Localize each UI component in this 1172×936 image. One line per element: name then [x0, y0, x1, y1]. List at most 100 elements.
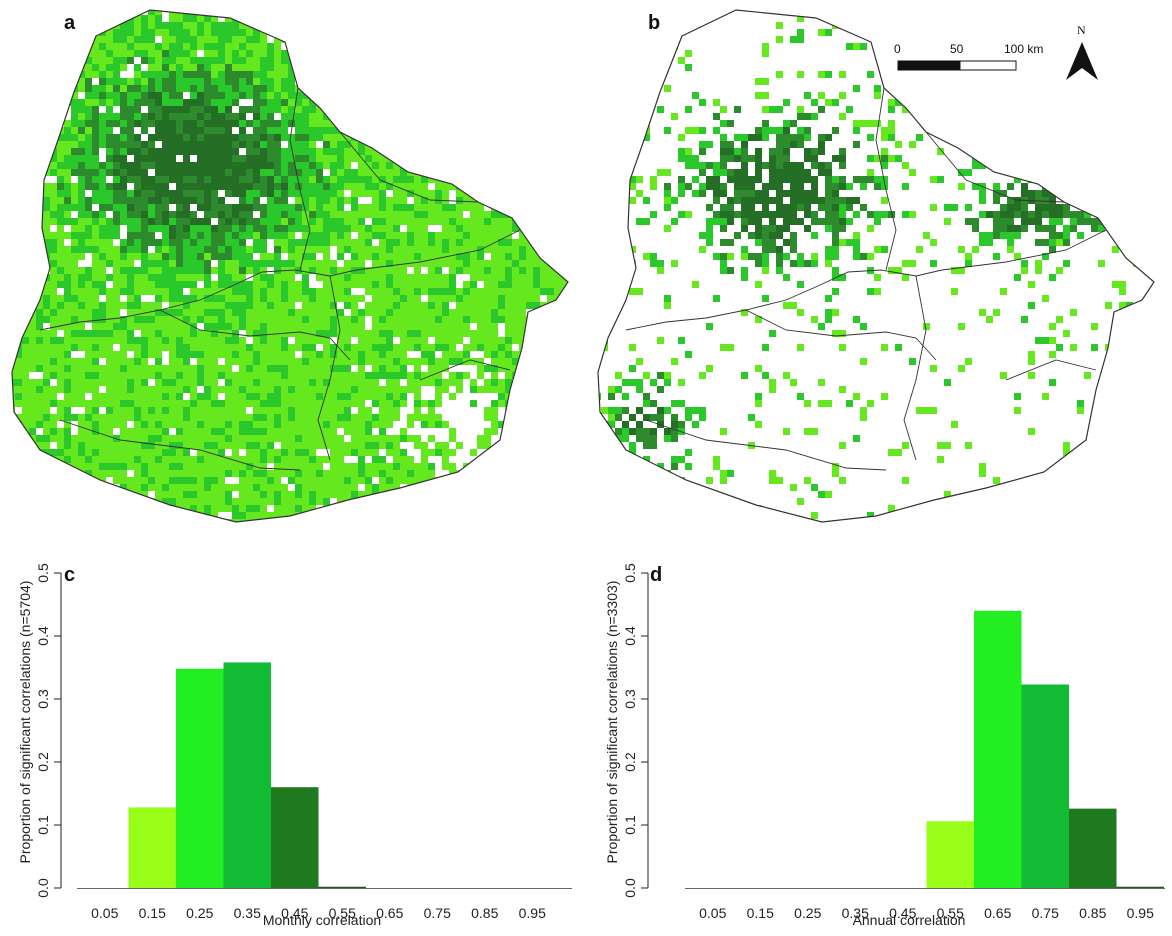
- map-pixel: [253, 281, 260, 288]
- map-pixel: [330, 225, 337, 232]
- map-pixel: [526, 113, 533, 120]
- map-pixel: [267, 358, 274, 365]
- map-pixel: [330, 351, 337, 358]
- map-pixel: [120, 64, 127, 71]
- map-pixel: [190, 393, 197, 400]
- map-pixel: [92, 176, 99, 183]
- map-pixel: [232, 295, 239, 302]
- map-pixel: [12, 162, 15, 169]
- map-pixel: [120, 22, 127, 29]
- map-pixel: [71, 414, 78, 421]
- map-pixel: [491, 372, 498, 379]
- map-pixel: [554, 372, 561, 379]
- map-pixel: [554, 393, 561, 400]
- map-pixel: [274, 120, 281, 127]
- map-pixel: [267, 253, 274, 260]
- map-pixel: [316, 113, 323, 120]
- map-pixel: [64, 337, 71, 344]
- map-pixel: [274, 176, 281, 183]
- map-pixel: [491, 64, 498, 71]
- map-pixel: [526, 211, 533, 218]
- map-pixel: [414, 120, 421, 127]
- map-pixel: [281, 190, 288, 197]
- map-pixel: [197, 393, 204, 400]
- map-pixel: [456, 162, 463, 169]
- map-pixel: [15, 316, 22, 323]
- map-pixel: [64, 176, 71, 183]
- map-pixel: [330, 330, 337, 337]
- map-pixel: [22, 379, 29, 386]
- map-pixel: [351, 393, 358, 400]
- map-pixel: [414, 176, 421, 183]
- map-pixel: [484, 29, 491, 36]
- map-pixel: [547, 176, 554, 183]
- map-pixel: [512, 428, 519, 435]
- map-pixel: [344, 211, 351, 218]
- map-pixel: [568, 183, 575, 190]
- map-pixel: [253, 43, 260, 50]
- map-pixel: [316, 372, 323, 379]
- map-pixel: [162, 386, 169, 393]
- map-pixel: [22, 358, 29, 365]
- map-pixel: [428, 22, 435, 29]
- map-pixel: [463, 351, 470, 358]
- map-pixel: [344, 50, 351, 57]
- map-pixel: [155, 351, 162, 358]
- map-pixel: [148, 29, 155, 36]
- map-pixel: [260, 358, 267, 365]
- map-pixel: [505, 463, 512, 470]
- map-pixel: [491, 463, 498, 470]
- map-pixel: [358, 148, 365, 155]
- map-pixel: [337, 442, 344, 449]
- map-pixel: [323, 127, 330, 134]
- map-pixel: [15, 400, 22, 407]
- map-pixel: [85, 211, 92, 218]
- map-pixel: [344, 176, 351, 183]
- map-pixel: [540, 155, 547, 162]
- map-pixel: [232, 379, 239, 386]
- map-pixel: [568, 358, 575, 365]
- map-pixel: [386, 134, 393, 141]
- map-pixel: [204, 330, 211, 337]
- map-pixel: [176, 400, 183, 407]
- map-pixel: [484, 211, 491, 218]
- map-pixel: [281, 64, 288, 71]
- map-pixel: [365, 225, 372, 232]
- map-pixel: [134, 253, 141, 260]
- map-pixel: [78, 281, 85, 288]
- map-pixel: [512, 295, 519, 302]
- map-pixel: [561, 386, 568, 393]
- map-pixel: [134, 421, 141, 428]
- map-pixel: [12, 176, 15, 183]
- map-pixel: [435, 288, 442, 295]
- map-pixel: [561, 176, 568, 183]
- map-pixel: [141, 400, 148, 407]
- map-pixel: [330, 407, 337, 414]
- map-pixel: [414, 358, 421, 365]
- map-pixel: [253, 421, 260, 428]
- map-pixel: [435, 15, 442, 22]
- map-pixel: [106, 50, 113, 57]
- map-pixel: [260, 99, 267, 106]
- map-pixel: [386, 71, 393, 78]
- map-pixel: [365, 358, 372, 365]
- map-pixel: [50, 120, 57, 127]
- map-pixel: [148, 155, 155, 162]
- map-pixel: [512, 386, 519, 393]
- map-pixel: [568, 302, 575, 309]
- map-pixel: [211, 351, 218, 358]
- map-pixel: [155, 183, 162, 190]
- map-pixel: [309, 50, 316, 57]
- map-pixel: [386, 211, 393, 218]
- map-pixel: [64, 365, 71, 372]
- map-pixel: [232, 330, 239, 337]
- map-pixel: [246, 302, 253, 309]
- map-pixel: [386, 463, 393, 470]
- map-pixel: [204, 43, 211, 50]
- map-pixel: [372, 10, 379, 15]
- map-pixel: [92, 36, 99, 43]
- map-pixel: [225, 29, 232, 36]
- map-pixel: [239, 295, 246, 302]
- map-pixel: [246, 85, 253, 92]
- map-pixel: [414, 281, 421, 288]
